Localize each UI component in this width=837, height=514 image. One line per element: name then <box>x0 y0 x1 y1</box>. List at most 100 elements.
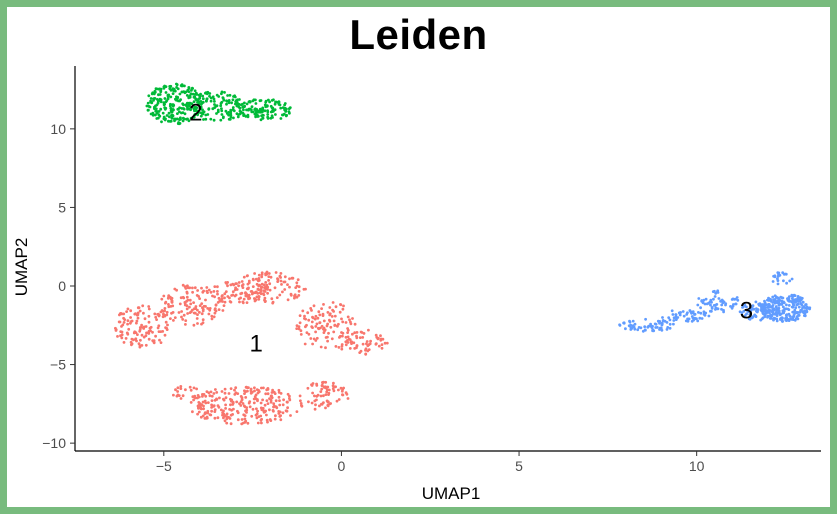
data-point <box>766 314 770 318</box>
data-point <box>365 340 369 343</box>
data-point <box>368 342 372 346</box>
data-point <box>241 402 245 405</box>
data-point <box>278 403 282 407</box>
data-point <box>147 330 151 334</box>
data-point <box>789 300 793 303</box>
data-point <box>319 326 322 330</box>
data-point <box>776 282 780 286</box>
data-point <box>767 302 771 306</box>
data-point <box>281 290 284 294</box>
data-point <box>694 317 698 321</box>
data-point <box>238 106 242 110</box>
data-point <box>185 307 189 311</box>
data-point <box>233 393 237 396</box>
data-point <box>771 304 775 307</box>
data-point <box>231 293 235 297</box>
data-point <box>152 99 155 102</box>
y-ticks: −10 −5 0 5 10 <box>42 121 75 451</box>
data-point <box>263 403 267 407</box>
data-point <box>283 288 287 291</box>
data-point <box>201 318 205 322</box>
data-point <box>170 296 174 300</box>
data-point <box>785 303 788 307</box>
data-point <box>676 316 680 319</box>
data-point <box>212 392 216 395</box>
data-point <box>173 89 177 93</box>
data-point <box>238 300 241 304</box>
data-point <box>257 277 261 280</box>
data-point <box>320 384 324 388</box>
data-point <box>249 290 253 293</box>
data-point <box>257 297 261 301</box>
data-point <box>330 315 334 318</box>
data-point <box>135 321 138 325</box>
data-point <box>670 309 674 313</box>
data-point <box>149 325 153 329</box>
data-point <box>267 279 270 282</box>
data-point <box>716 307 720 311</box>
data-point <box>315 394 319 398</box>
data-point <box>172 393 175 397</box>
data-point <box>184 319 188 322</box>
data-point <box>164 91 168 94</box>
data-point <box>211 95 215 99</box>
data-point <box>767 296 770 300</box>
data-point <box>220 390 224 393</box>
data-point <box>170 116 174 120</box>
data-point <box>235 288 239 291</box>
data-point <box>313 407 317 411</box>
data-point <box>244 390 248 393</box>
data-point <box>195 387 199 391</box>
data-point <box>351 317 354 320</box>
data-point <box>268 418 272 421</box>
data-point <box>192 115 196 119</box>
data-point <box>220 107 223 110</box>
data-point <box>251 407 255 411</box>
data-point <box>223 292 227 296</box>
data-point <box>644 328 647 332</box>
data-point <box>136 316 140 320</box>
data-point <box>281 403 285 407</box>
data-point <box>300 404 303 407</box>
data-point <box>358 336 362 339</box>
data-point <box>244 396 248 399</box>
data-point <box>256 409 259 413</box>
data-point <box>154 315 158 319</box>
data-point <box>253 299 257 303</box>
data-point <box>225 102 228 106</box>
data-point <box>696 319 700 323</box>
data-point <box>240 291 244 295</box>
data-point <box>295 327 299 330</box>
data-point <box>165 310 169 314</box>
data-point <box>334 345 338 348</box>
data-point <box>287 107 291 111</box>
data-point <box>194 109 198 112</box>
data-point <box>156 326 160 330</box>
data-point <box>247 293 251 297</box>
data-point <box>255 407 258 411</box>
data-point <box>198 304 202 307</box>
data-point <box>778 311 781 315</box>
data-point <box>328 318 331 322</box>
data-point <box>204 394 208 398</box>
data-point <box>228 417 232 420</box>
data-point <box>222 304 226 307</box>
data-point <box>163 97 167 100</box>
data-point <box>342 386 345 390</box>
data-point <box>182 296 186 300</box>
data-point <box>763 299 766 303</box>
data-point <box>178 99 182 103</box>
data-point <box>776 296 780 300</box>
data-point <box>202 118 205 121</box>
data-point <box>210 409 214 413</box>
data-point <box>227 99 231 102</box>
data-point <box>260 386 263 390</box>
data-point <box>708 300 712 304</box>
data-point <box>126 319 130 322</box>
data-point <box>237 284 241 288</box>
data-point <box>141 304 145 308</box>
data-point <box>262 386 265 390</box>
data-point <box>169 317 172 320</box>
data-point <box>639 326 643 330</box>
